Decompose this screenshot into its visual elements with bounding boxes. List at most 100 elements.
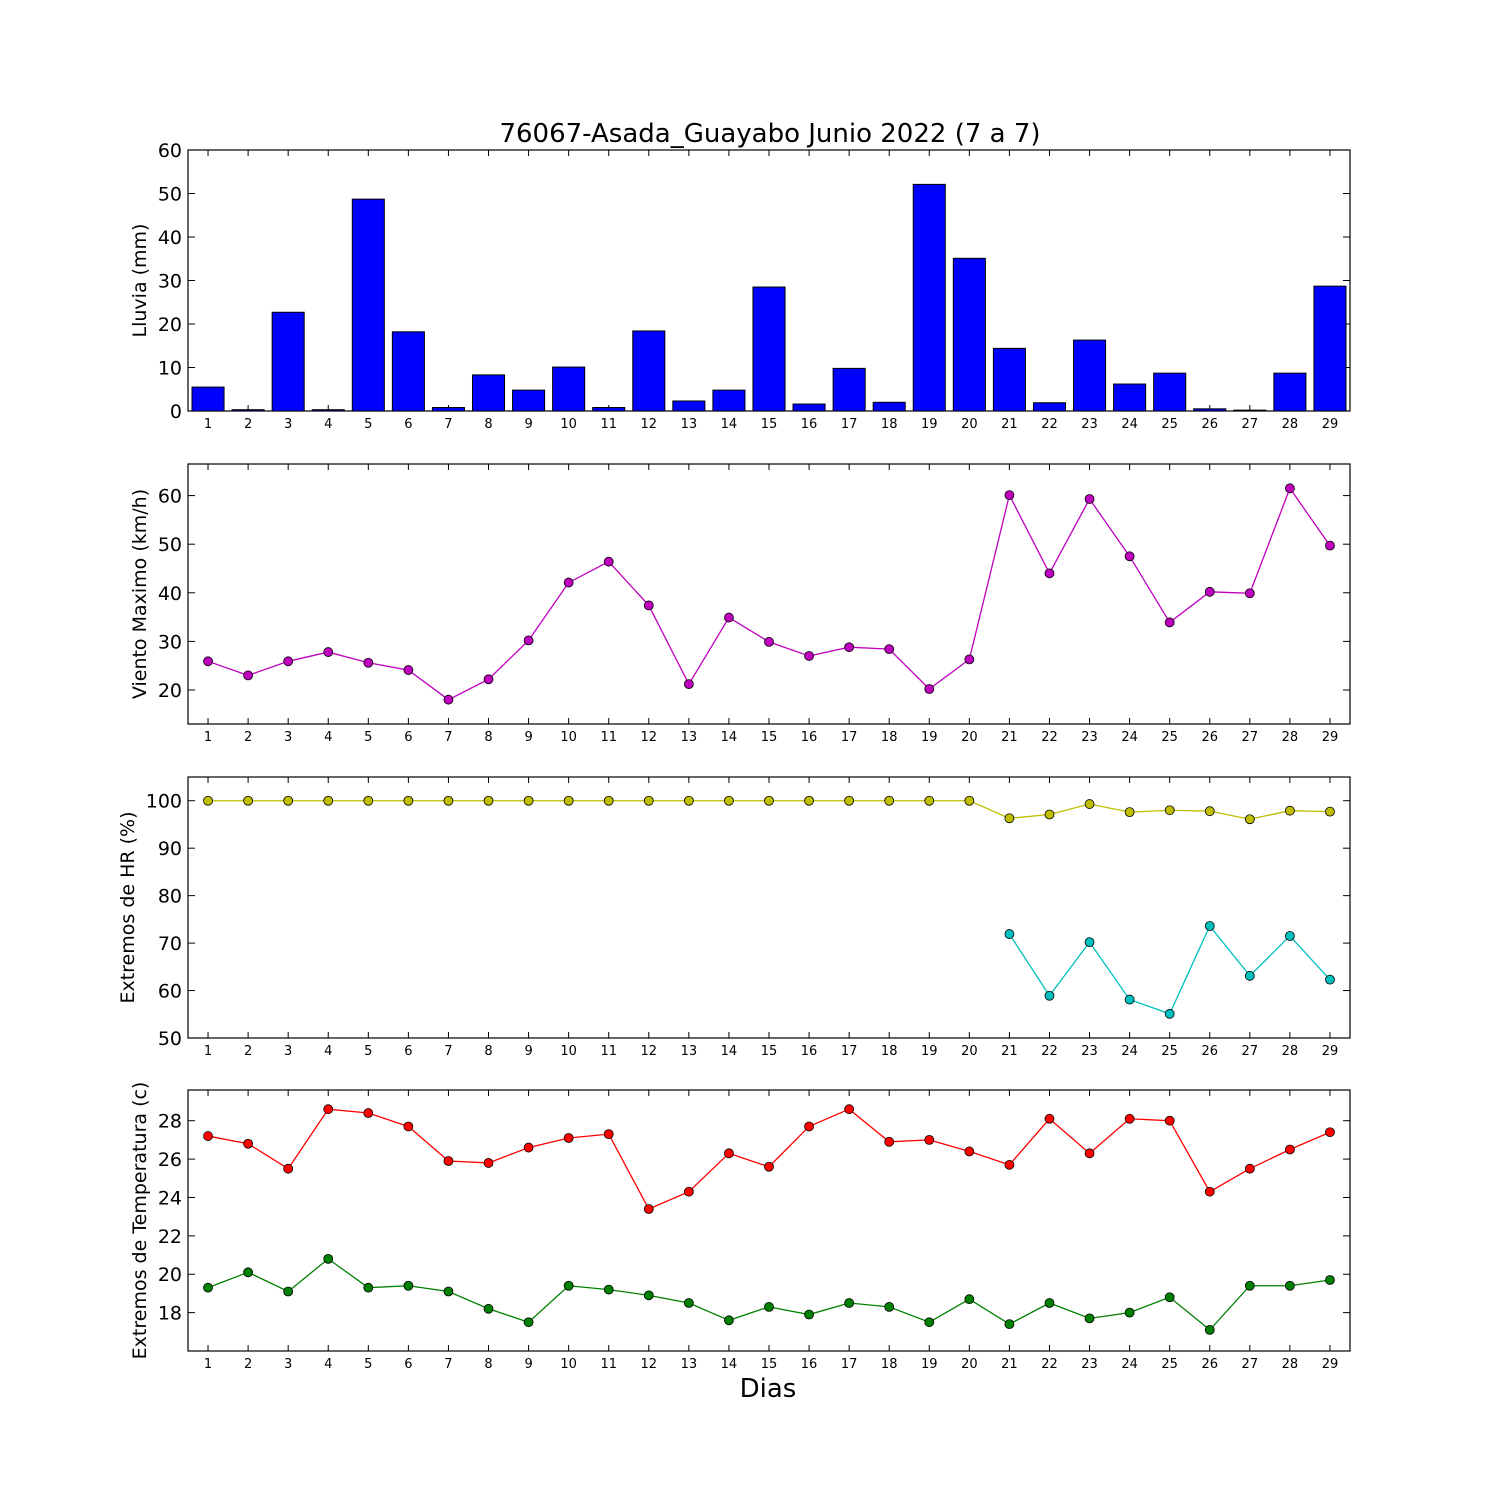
wind-max-point	[724, 612, 734, 623]
temp-min-point	[683, 1298, 694, 1308]
wind-max-point	[243, 670, 254, 681]
temp-min-point	[964, 1294, 975, 1305]
temp-max-point	[563, 1133, 574, 1143]
wind-xtick-label: 7	[444, 730, 452, 745]
temp-max-point	[924, 1134, 935, 1145]
wind-xtick-label: 21	[1001, 730, 1018, 745]
temp-min-point	[804, 1309, 814, 1320]
wind-plot-area	[187, 463, 1351, 725]
humidity-xtick-label: 20	[961, 1044, 978, 1059]
temp-max-point	[844, 1104, 855, 1115]
temperature-xtick-label: 13	[681, 1357, 698, 1372]
wind-xtick-label: 22	[1041, 730, 1058, 745]
rain-ytick-label: 40	[158, 227, 182, 249]
humidity-xtick-label: 27	[1242, 1044, 1259, 1059]
hr-max-point	[1084, 799, 1095, 809]
hr-max-point	[1284, 805, 1295, 816]
rain-xtick-label: 21	[1001, 417, 1018, 432]
rain-bar	[271, 311, 305, 412]
temp-min-point	[523, 1317, 534, 1328]
humidity-xtick-label: 28	[1282, 1044, 1299, 1059]
temp-max-point	[1044, 1113, 1055, 1124]
humidity-ytick-label: 100	[146, 791, 182, 813]
temp-max-point	[1204, 1186, 1215, 1197]
rain-xtick-label: 5	[364, 417, 372, 432]
temperature-xtick-label: 1	[204, 1357, 212, 1372]
hr-max-point	[804, 795, 814, 806]
wind-xtick-label: 15	[761, 730, 778, 745]
wind-xtick-label: 9	[524, 730, 532, 745]
hr-min-point	[1004, 929, 1015, 939]
wind-max-point	[1084, 494, 1095, 504]
rain-bar	[752, 286, 786, 412]
rain-bar	[1113, 383, 1147, 412]
humidity-xtick-label: 10	[560, 1044, 577, 1059]
wind-max-point	[1244, 588, 1255, 599]
humidity-xtick-label: 6	[404, 1044, 412, 1059]
wind-xtick-label: 29	[1322, 730, 1339, 745]
temp-min-point	[1284, 1280, 1295, 1291]
rain-xtick-label: 29	[1322, 417, 1339, 432]
rain-xtick-label: 16	[801, 417, 818, 432]
temp-max-point	[523, 1142, 534, 1153]
rain-ytick-label: 0	[170, 401, 182, 423]
humidity-xtick-label: 2	[244, 1044, 252, 1059]
temperature-xtick-label: 10	[560, 1357, 577, 1372]
temperature-xtick-label: 11	[600, 1357, 617, 1372]
temperature-y-axis-label: Extremos de Temperatura (c)	[129, 1082, 151, 1360]
temperature-xtick-label: 4	[324, 1357, 332, 1372]
hr-max-point	[1044, 809, 1055, 820]
rain-xtick-label: 3	[284, 417, 292, 432]
rain-xtick-label: 15	[761, 417, 778, 432]
temperature-xtick-label: 2	[244, 1357, 252, 1372]
wind-max-point	[523, 635, 534, 646]
temperature-ytick-label: 24	[158, 1187, 182, 1209]
rain-ytick-label: 10	[158, 358, 182, 380]
hr-max-point	[363, 795, 374, 806]
wind-ytick-label: 40	[158, 583, 182, 605]
hr-max-point	[323, 795, 334, 806]
rain-xtick-label: 19	[921, 417, 938, 432]
wind-max-point	[483, 674, 494, 685]
rain-ytick-label: 30	[158, 271, 182, 293]
temp-min-point	[1164, 1292, 1175, 1303]
wind-ytick-label: 30	[158, 631, 182, 653]
temp-max-point	[1124, 1113, 1135, 1124]
temperature-xtick-label: 22	[1041, 1357, 1058, 1372]
wind-xtick-label: 13	[681, 730, 698, 745]
rain-bar	[512, 389, 546, 412]
rain-bar	[1153, 372, 1187, 412]
wind-max-point	[563, 577, 574, 588]
rain-bar	[1073, 339, 1107, 412]
temperature-xtick-label: 24	[1121, 1357, 1138, 1372]
humidity-xtick-label: 23	[1081, 1044, 1098, 1059]
rain-ytick-label: 60	[158, 140, 182, 162]
temp-max-point	[804, 1121, 814, 1132]
rain-xtick-label: 12	[641, 417, 658, 432]
hr-min-point	[1204, 921, 1215, 931]
wind-xtick-label: 24	[1121, 730, 1138, 745]
rain-xtick-label: 8	[484, 417, 492, 432]
hr-min-point	[1244, 970, 1255, 981]
rain-xtick-label: 9	[524, 417, 532, 432]
temp-max-point	[243, 1138, 254, 1149]
hr-max-point	[1204, 806, 1215, 817]
temp-min-point	[724, 1315, 734, 1326]
temp-min-point	[1004, 1319, 1015, 1330]
rain-xtick-label: 1	[204, 417, 212, 432]
wind-xtick-label: 14	[721, 730, 738, 745]
wind-xtick-label: 25	[1161, 730, 1178, 745]
rain-xtick-label: 2	[244, 417, 252, 432]
hr-min-point	[1084, 937, 1095, 948]
humidity-xtick-label: 25	[1161, 1044, 1178, 1059]
chart-title: 76067-Asada_Guayabo Junio 2022 (7 a 7)	[499, 119, 1040, 149]
rain-bar	[391, 331, 425, 412]
temperature-xtick-label: 7	[444, 1357, 452, 1372]
humidity-xtick-label: 13	[681, 1044, 698, 1059]
temp-min-point	[403, 1280, 414, 1291]
rain-bar	[351, 198, 385, 412]
wind-xtick-label: 19	[921, 730, 938, 745]
wind-max-point	[1004, 490, 1015, 501]
